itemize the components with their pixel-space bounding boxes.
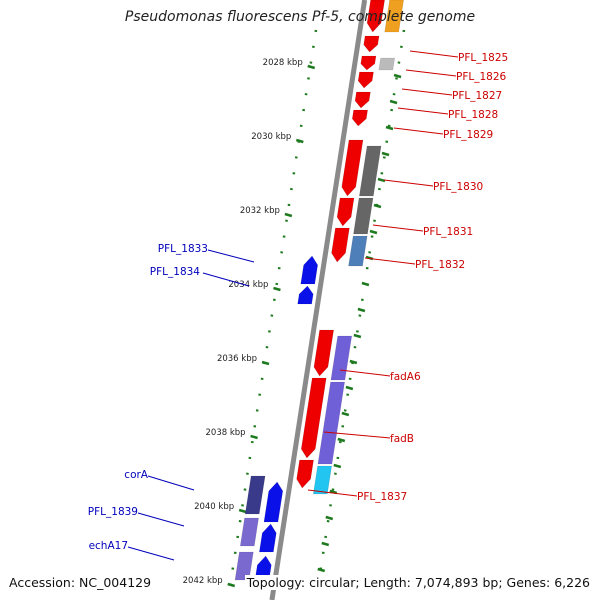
gene-arrow-pfl-1837 xyxy=(296,459,314,489)
gene-label-pfl-1826: PFL_1826 xyxy=(456,71,507,83)
ruler-label-2028: 2028 kbp xyxy=(263,58,303,68)
cog-block-orange xyxy=(384,0,404,33)
ruler-label-2034: 2034 kbp xyxy=(228,280,268,290)
outer-tick xyxy=(389,99,398,105)
outer-tick xyxy=(341,411,350,417)
gene-arrow-pfl-1830 xyxy=(341,139,364,197)
gene-leader-line xyxy=(383,179,434,187)
gene-arrow-pfl-1825-a xyxy=(366,0,385,33)
gene-arrow-pfl-1831 xyxy=(336,197,355,227)
outer-tick xyxy=(357,307,366,313)
gene-arrow-pfl-1839 xyxy=(259,523,277,553)
gene-label-pfl-1833: PFL_1833 xyxy=(158,243,208,255)
cog-block-indigo xyxy=(244,475,266,515)
outer-tick xyxy=(385,125,394,131)
ruler-tick-2038 xyxy=(250,434,258,440)
outer-tick xyxy=(329,489,338,495)
gene-label-echa17: echA17 xyxy=(89,540,128,552)
cog-block-steel-blue xyxy=(348,235,368,267)
accession-text: Accession: NC_004129 xyxy=(7,575,154,590)
gene-arrow-fadb xyxy=(300,377,327,459)
outer-tick xyxy=(393,73,402,79)
outer-tick xyxy=(345,385,354,391)
gene-arrow-cora xyxy=(263,481,284,523)
gene-leader-line xyxy=(323,431,391,439)
gene-arrow-fada6 xyxy=(313,329,334,377)
gene-label-pfl-1834: PFL_1834 xyxy=(150,266,201,278)
ruler-tick-2030 xyxy=(295,138,304,144)
gene-leader-line xyxy=(393,127,444,135)
gene-label-pfl-1831: PFL_1831 xyxy=(423,226,473,238)
gene-leader-line xyxy=(372,224,424,232)
gene-label-pfl-1829: PFL_1829 xyxy=(443,129,493,141)
gene-label-cora: corA xyxy=(124,469,149,481)
cog-block-gray-a xyxy=(359,145,382,197)
outer-tick xyxy=(349,359,358,365)
outer-tick xyxy=(337,437,346,443)
gene-label-fadb: fadB xyxy=(390,433,414,445)
gene-arrow-pfl-1827-b xyxy=(357,71,374,89)
ruler-label-2032: 2032 kbp xyxy=(240,206,280,216)
outer-tick xyxy=(321,541,330,547)
gene-label-pfl-1825: PFL_1825 xyxy=(458,52,508,64)
outer-tick xyxy=(317,567,326,573)
gene-leader-line xyxy=(147,475,195,491)
gene-arrow-pfl-1827-a xyxy=(360,55,377,71)
ruler-label-2040: 2040 kbp xyxy=(194,502,234,512)
outer-tick xyxy=(377,177,386,183)
gene-label-pfl-1837: PFL_1837 xyxy=(357,491,407,503)
ruler-label-2038: 2038 kbp xyxy=(206,428,246,438)
outer-tick xyxy=(325,515,334,521)
outer-tick xyxy=(369,229,378,235)
gene-leader-line xyxy=(397,107,449,115)
gene-leader-line xyxy=(202,272,250,287)
gene-arrow-pfl-1826 xyxy=(363,35,380,53)
gene-label-pfl-1827: PFL_1827 xyxy=(452,90,502,102)
ruler-tick-2032 xyxy=(284,212,293,218)
gene-leader-line xyxy=(207,249,255,263)
ruler-tick-2042 xyxy=(227,582,236,588)
gene-leader-line xyxy=(307,489,358,497)
map-title: Pseudomonas fluorescens Pf-5, complete g… xyxy=(124,9,476,25)
gene-leader-line xyxy=(409,50,459,58)
gene-arrow-pfl-1833 xyxy=(300,255,319,285)
ruler-label-2030: 2030 kbp xyxy=(251,132,291,142)
gene-arrow-pfl-1829 xyxy=(351,109,368,127)
cog-block-gray-light xyxy=(378,57,396,71)
cog-block-cyan xyxy=(312,465,332,495)
ruler-tick-2036 xyxy=(261,360,270,366)
gene-leader-line xyxy=(401,88,453,96)
gene-leader-line xyxy=(137,512,185,527)
ruler-label-2036: 2036 kbp xyxy=(217,354,257,364)
outer-tick xyxy=(361,281,370,287)
cog-block-gray-b xyxy=(353,197,374,235)
gene-label-pfl-1839: PFL_1839 xyxy=(88,506,138,518)
gene-label-pfl-1832: PFL_1832 xyxy=(415,259,465,271)
ruler-tick-2028 xyxy=(307,64,316,70)
topology-text: Topology: circular; Length: 7,074,893 bp… xyxy=(244,575,592,590)
genome-backbone xyxy=(269,0,368,600)
gene-label-fada6: fadA6 xyxy=(390,371,421,383)
gene-leader-line xyxy=(339,369,391,377)
ruler-label-2042: 2042 kbp xyxy=(183,576,223,586)
gene-leader-line xyxy=(364,257,416,265)
gene-leader-line xyxy=(405,69,457,77)
cog-block-lavender-a xyxy=(239,517,259,547)
outer-tick xyxy=(381,151,390,157)
gene-label-pfl-1830: PFL_1830 xyxy=(433,181,483,193)
ruler-tick-2034 xyxy=(273,286,281,292)
ruler-tick-2040 xyxy=(238,508,247,514)
gene-arrow-pfl-1834 xyxy=(297,285,314,305)
outer-tick xyxy=(373,203,382,209)
gene-leader-line xyxy=(127,546,175,561)
outer-tick xyxy=(333,463,342,469)
gene-arrow-pfl-1832 xyxy=(331,227,350,263)
outer-tick xyxy=(353,333,362,339)
cog-block-violet-b xyxy=(317,381,345,465)
gene-label-pfl-1828: PFL_1828 xyxy=(448,109,498,121)
cog-block-violet-a xyxy=(330,335,353,381)
gene-arrow-pfl-1828 xyxy=(354,91,371,109)
